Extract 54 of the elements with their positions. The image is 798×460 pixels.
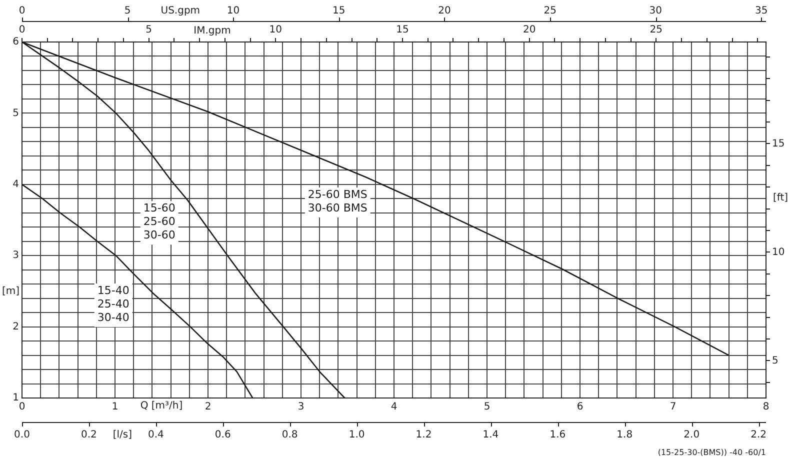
text: US.gpm [160, 6, 200, 17]
x2-tick-label: 10 [269, 24, 282, 36]
text: 0.8 [282, 430, 298, 441]
text: 5 [124, 6, 131, 17]
x2-tick-label: 20 [522, 24, 536, 36]
y2-tick-label: 5 [772, 355, 778, 366]
text: 20 [438, 6, 451, 17]
y-axis-title: [m] [2, 286, 20, 297]
text: 2.0 [684, 430, 700, 441]
text: 25 [544, 6, 556, 17]
x-tick-label: 3 [298, 402, 304, 413]
x2-tick-label: 0 [18, 24, 26, 36]
y-tick-label: 5 [12, 108, 19, 119]
series-label: 15-40 25-40 30-40 [97, 284, 130, 324]
series-label: 25-60 BMS 30-60 BMS [308, 188, 368, 214]
series-label: 15-60 25-60 30-60 [143, 201, 176, 242]
x-tick-label: 5 [484, 402, 490, 413]
x-tick-label: 8 [762, 402, 770, 413]
x-tick-label: 7 [670, 402, 676, 413]
x-tick-label: 0 [18, 402, 26, 413]
text: 0 [18, 6, 26, 17]
y-tick-label: 2 [12, 321, 19, 332]
text: 1.2 [416, 430, 432, 441]
text: 1.4 [482, 430, 499, 441]
x2-tick-label: 25 [650, 24, 663, 36]
text: 0.4 [148, 430, 164, 441]
x2-axis-title: IM.gpm [194, 26, 231, 37]
x-axis-title: Q [m³/h] [140, 400, 183, 412]
text: 35 [754, 6, 768, 17]
y2-tick-label: 15 [772, 138, 785, 150]
y2-axis-title: [ft] [773, 192, 788, 204]
text: 1.6 [550, 430, 566, 441]
text: 0.6 [214, 430, 231, 441]
x-tick-label: 2 [204, 402, 212, 413]
text: 1.0 [348, 430, 365, 441]
y-tick-label: 3 [12, 250, 19, 262]
text: 2.2 [750, 430, 767, 441]
x-tick-label: 1 [112, 402, 118, 413]
x-tick-label: 6 [576, 402, 584, 413]
text: 1.8 [616, 430, 633, 441]
y-tick-label: 1 [12, 392, 19, 404]
y-tick-label: 6 [12, 36, 19, 48]
text: 10 [226, 6, 240, 17]
x-tick-label: 4 [390, 402, 398, 413]
text: 15 [332, 6, 346, 17]
x2-tick-label: 15 [396, 24, 409, 36]
text: 0.2 [81, 430, 97, 441]
text: 30 [649, 6, 662, 17]
x2-tick-label: 5 [146, 24, 152, 36]
text: 0.0 [14, 430, 30, 441]
text: (15-25-30-(BMS)) -40 -60/1 [658, 448, 766, 458]
y2-tick-label: 10 [772, 246, 785, 258]
text: [l/s] [112, 430, 132, 441]
y-tick-label: 4 [12, 178, 19, 190]
